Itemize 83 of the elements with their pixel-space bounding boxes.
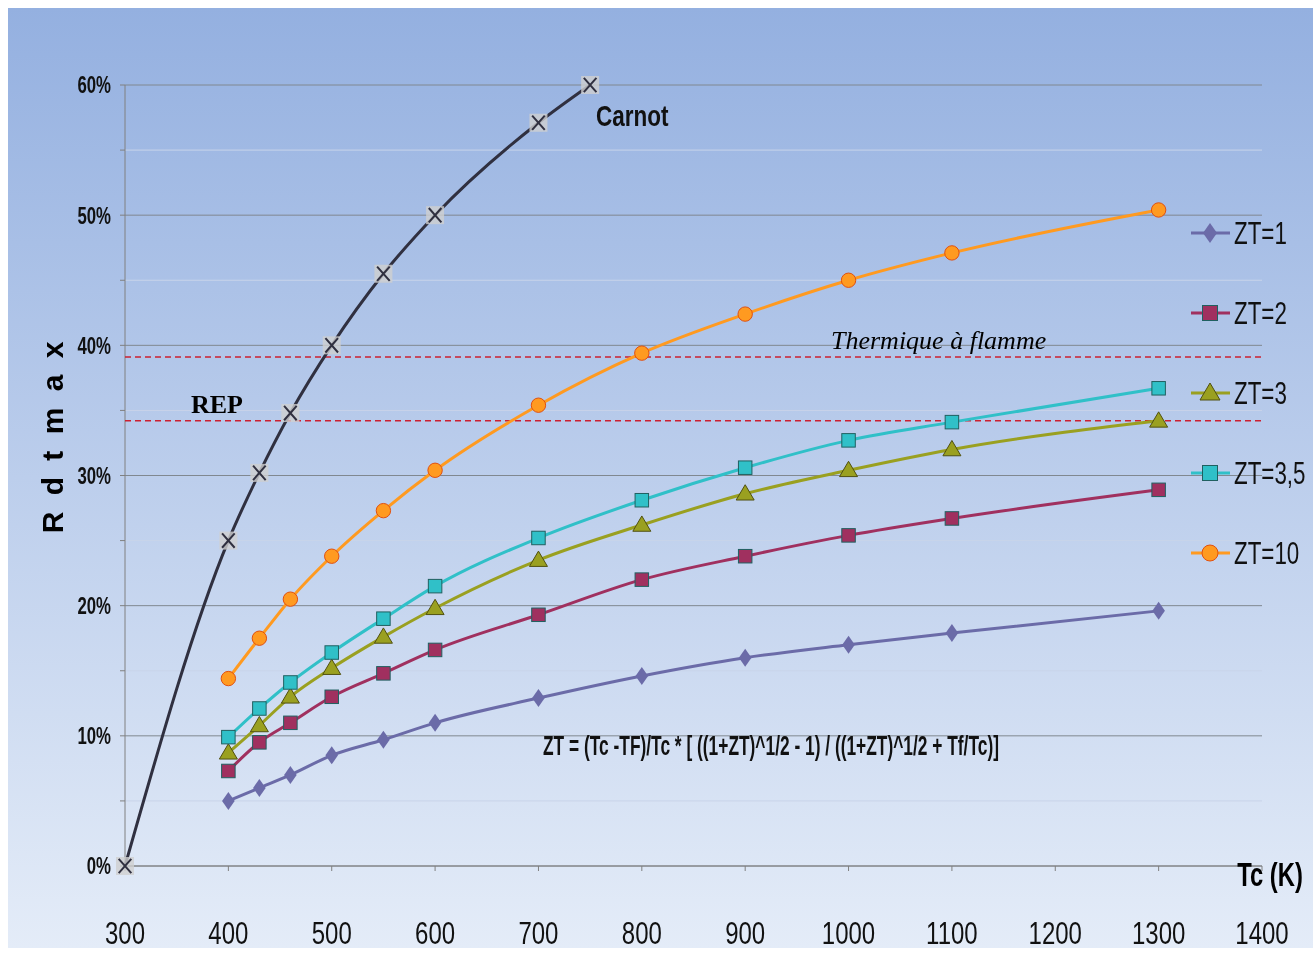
point (839, 460, 859, 478)
point (735, 484, 755, 501)
x-tick-label: 400 (208, 914, 249, 951)
point (252, 701, 267, 716)
point (841, 433, 856, 448)
point (634, 345, 650, 361)
point (249, 715, 269, 733)
point (944, 245, 960, 261)
point (376, 611, 391, 626)
y-tick-label: 50% (77, 201, 111, 229)
point (324, 645, 339, 660)
point (840, 272, 857, 288)
legend-label: ZT=10 (1234, 535, 1300, 572)
point (376, 666, 391, 681)
point (283, 715, 298, 731)
y-tick-label: 60% (77, 71, 111, 99)
point (528, 550, 548, 567)
annotation: ZT = (Tc -TF)/Tc * [ ((1+ZT)^1/2 - 1) / ((1+ZT)^1/2 + Tf/Tc)] (543, 729, 999, 762)
y-axis-title: R d t m a x (36, 337, 69, 534)
point (282, 591, 299, 607)
point (531, 607, 546, 623)
point (1150, 202, 1167, 218)
point (252, 735, 267, 750)
point (634, 572, 650, 587)
point (373, 627, 393, 644)
point (632, 515, 652, 532)
y-tick-label: 30% (77, 461, 111, 489)
legend-label: ZT=3 (1234, 375, 1287, 412)
point (945, 624, 959, 642)
x-tick-label: 1200 (1028, 914, 1082, 951)
point (841, 528, 856, 543)
x-tick-label: 600 (415, 914, 456, 951)
point (324, 689, 339, 705)
point (944, 414, 960, 430)
x-tick-label: 800 (621, 914, 662, 951)
point (221, 763, 236, 779)
x-tick-label: 1000 (821, 914, 876, 951)
point (324, 548, 340, 564)
point (425, 598, 445, 616)
y-tick-label: 10% (77, 722, 111, 749)
y-tick-label: 0% (86, 852, 111, 880)
legend-label: ZT=1 (1234, 215, 1287, 252)
x-tick-label: 1300 (1131, 914, 1186, 951)
series-label: Carnot (596, 98, 669, 133)
point (530, 397, 547, 413)
point (1151, 482, 1166, 498)
point (325, 746, 339, 765)
point (1149, 411, 1169, 428)
point (634, 492, 650, 508)
point (218, 743, 238, 760)
x-tick-label: 1400 (1235, 914, 1289, 951)
point (427, 462, 443, 478)
x-axis-title: Tc (K) (1237, 854, 1303, 893)
x-tick-label: 1100 (926, 914, 978, 951)
x-tick-label: 500 (311, 914, 352, 951)
y-tick-label: 40% (77, 331, 111, 359)
x-tick-label: 700 (518, 914, 559, 951)
point (737, 460, 753, 475)
point (737, 306, 753, 322)
point (738, 648, 752, 667)
point (737, 548, 753, 564)
point (427, 578, 443, 594)
x-tick-label: 900 (725, 914, 766, 951)
point (531, 530, 546, 546)
y-tick-label: 20% (77, 592, 111, 619)
point (221, 729, 236, 745)
point (427, 642, 443, 658)
point (1151, 381, 1166, 396)
legend-label: ZT=3,5 (1234, 455, 1306, 492)
point (283, 675, 298, 690)
x-tick-label: 300 (104, 914, 146, 951)
point (944, 511, 960, 526)
legend-label: ZT=2 (1234, 295, 1287, 332)
point (322, 658, 342, 675)
ref-line-label: Thermique à flamme (831, 326, 1047, 356)
point (942, 439, 962, 457)
ref-line-label: REP (191, 389, 244, 419)
point (375, 502, 392, 519)
point (251, 630, 268, 646)
point (280, 687, 300, 704)
point (428, 713, 442, 732)
point (635, 666, 649, 685)
point (220, 670, 237, 687)
